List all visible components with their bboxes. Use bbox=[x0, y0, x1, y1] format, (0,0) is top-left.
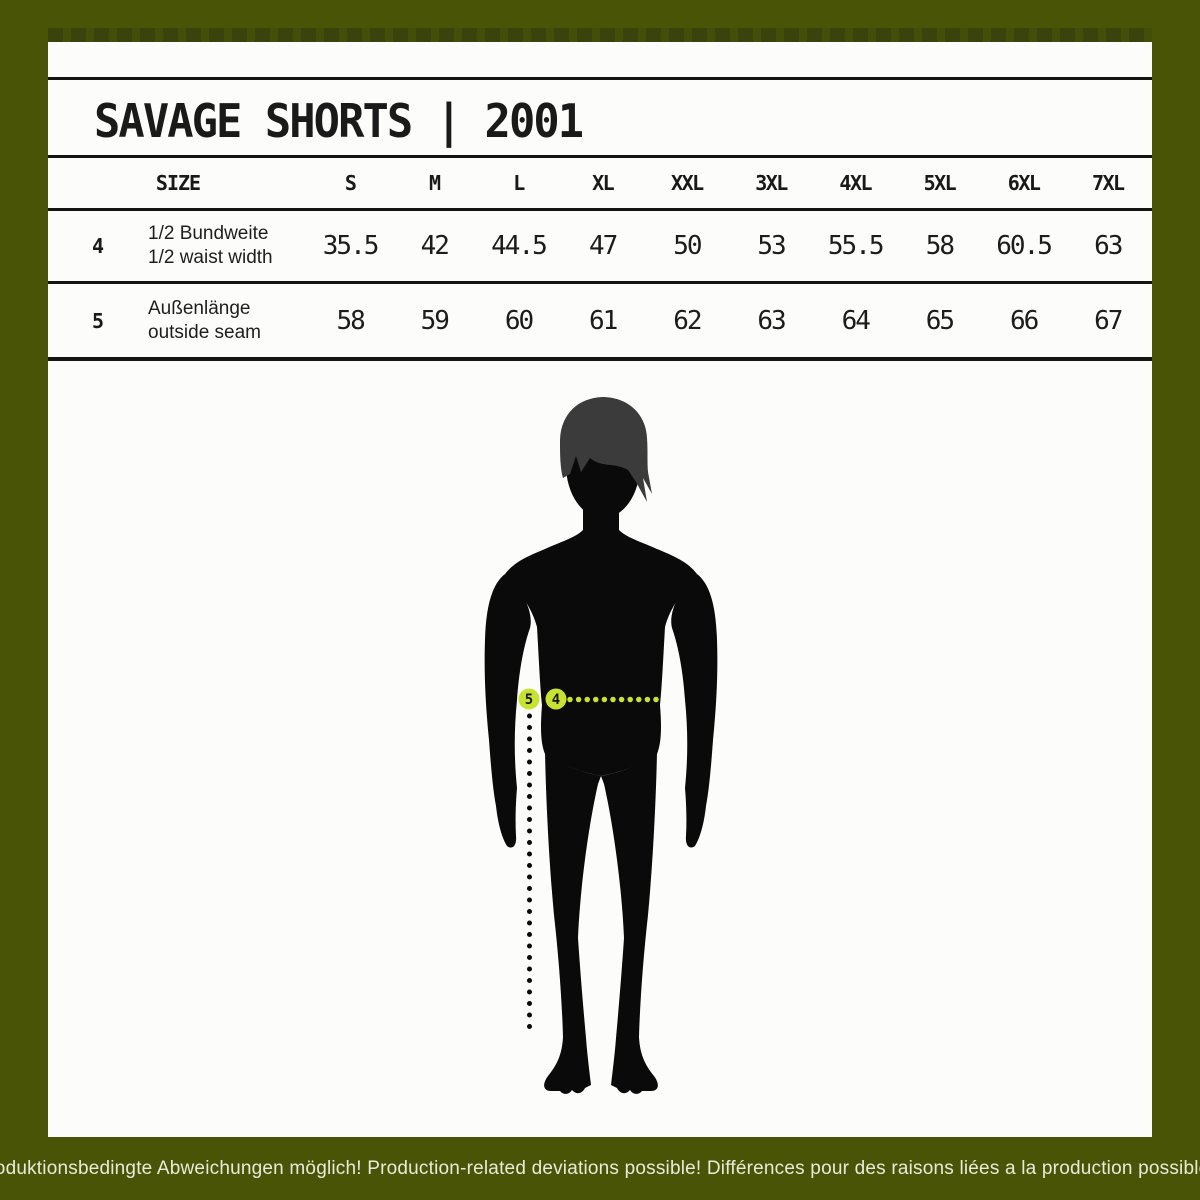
value-cell: 58 bbox=[925, 231, 955, 261]
row-number: 5 bbox=[91, 308, 105, 333]
disclaimer-text: Produktionsbedingte Abweichungen möglich… bbox=[0, 1157, 1200, 1179]
value-cell: 53 bbox=[757, 231, 786, 261]
marker-4-label: 4 bbox=[552, 692, 560, 708]
column-header-m: M bbox=[429, 171, 441, 195]
row-label-de: Außenlänge bbox=[148, 297, 251, 319]
value-cell: 67 bbox=[1094, 305, 1123, 336]
value-cell: 60 bbox=[504, 305, 534, 336]
divider bbox=[48, 281, 1152, 284]
value-cell: 64 bbox=[841, 305, 871, 336]
value-cell: 42 bbox=[420, 231, 450, 261]
page-title: SAVAGE SHORTS | 2001 bbox=[94, 94, 584, 148]
row-label-de: 1/2 Bundweite bbox=[148, 223, 269, 244]
value-cell: 50 bbox=[673, 231, 702, 261]
marker-5-badge: 5 bbox=[518, 688, 540, 710]
size-table-header-row: SIZE S M L XL XXL 3XL 4XL 5XL 6XL 7XL bbox=[48, 158, 1150, 208]
value-cell: 65 bbox=[925, 305, 955, 336]
row-number: 4 bbox=[91, 234, 105, 258]
column-header-xl: XL bbox=[592, 171, 615, 195]
row-label-en: outside seam bbox=[148, 321, 262, 343]
table-row-waist-width: 4 1/2 Bundweite 1/2 waist width 35.5 42 … bbox=[48, 211, 1150, 281]
value-cell: 61 bbox=[589, 305, 618, 336]
column-header-5xl: 5XL bbox=[923, 171, 957, 195]
size-header-label: SIZE bbox=[155, 171, 201, 195]
column-header-xxl: XXL bbox=[671, 171, 704, 195]
divider bbox=[48, 357, 1152, 361]
marker-5-label: 5 bbox=[525, 692, 533, 708]
column-header-6xl: 6XL bbox=[1007, 171, 1041, 195]
value-cell: 58 bbox=[336, 305, 365, 336]
divider bbox=[48, 77, 1152, 80]
hair-shape bbox=[560, 397, 652, 502]
divider bbox=[48, 208, 1152, 211]
value-cell: 47 bbox=[589, 231, 618, 261]
table-row-outside-seam: 5 Außenlänge outside seam 58 59 60 61 62… bbox=[48, 284, 1150, 357]
value-cell: 62 bbox=[673, 305, 702, 336]
row-label: 1/2 Bundweite 1/2 waist width bbox=[148, 222, 308, 270]
value-cell: 44.5 bbox=[491, 231, 548, 261]
column-header-l: L bbox=[513, 171, 525, 195]
value-cell: 35.5 bbox=[322, 231, 380, 261]
divider bbox=[48, 155, 1152, 158]
row-label-en: 1/2 waist width bbox=[148, 247, 273, 268]
value-cell: 66 bbox=[1009, 305, 1039, 336]
value-cell: 63 bbox=[1094, 231, 1123, 261]
column-header-4xl: 4XL bbox=[839, 171, 872, 195]
column-header-s: S bbox=[344, 171, 357, 195]
marker-4-badge: 4 bbox=[545, 688, 567, 710]
value-cell: 59 bbox=[420, 305, 450, 336]
value-cell: 63 bbox=[757, 305, 786, 336]
man-silhouette bbox=[484, 412, 718, 1094]
column-header-3xl: 3XL bbox=[755, 171, 788, 195]
value-cell: 60.5 bbox=[996, 231, 1053, 261]
disclaimer-bar: Produktionsbedingte Abweichungen möglich… bbox=[0, 1137, 1200, 1200]
column-header-7xl: 7XL bbox=[1091, 171, 1125, 195]
row-label: Außenlänge outside seam bbox=[148, 297, 308, 345]
value-cell: 55.5 bbox=[827, 231, 885, 261]
